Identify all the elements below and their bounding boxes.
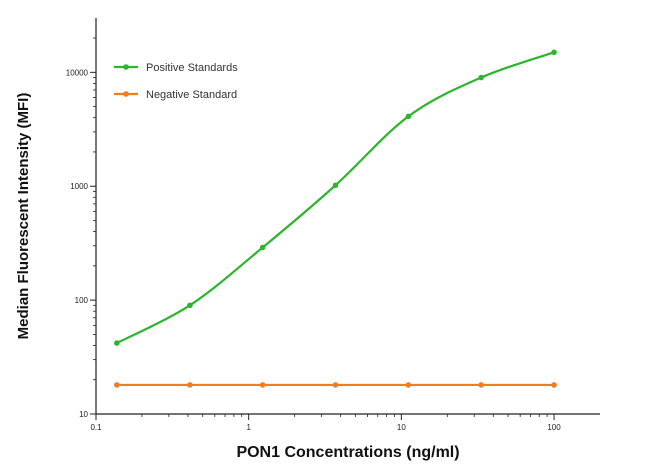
y-tick-label: 10000: [66, 68, 89, 77]
data-point: [114, 340, 120, 346]
data-point: [551, 49, 557, 56]
y-tick-label: 10: [79, 410, 88, 419]
legend: Positive Standards Negative Standard: [114, 62, 238, 101]
x-tick-label: 10: [397, 423, 406, 432]
data-point: [405, 113, 412, 120]
data-point: [259, 382, 266, 388]
data-point: [332, 382, 339, 388]
data-point: [187, 382, 193, 388]
y-tick-label: 1000: [70, 182, 88, 191]
x-tick-label: 1: [246, 423, 251, 432]
legend-label: Negative Standard: [146, 89, 237, 101]
legend-item: Positive Standards: [114, 62, 238, 74]
data-point: [187, 302, 193, 309]
data-point: [478, 382, 484, 388]
data-point: [332, 182, 339, 189]
legend-label: Positive Standards: [146, 62, 238, 74]
data-point: [405, 382, 412, 388]
data-point: [114, 382, 120, 388]
data-point: [259, 244, 266, 251]
legend-swatch-marker: [123, 91, 129, 97]
ticks-group: 0.1 1 10 100 10 100 1000 10000: [66, 37, 561, 432]
data-point: [551, 382, 557, 388]
y-tick-label: 100: [75, 296, 89, 305]
series-negative-standard: [114, 382, 557, 388]
x-axis-title: PON1 Concentrations (ng/ml): [236, 444, 459, 461]
legend-swatch-marker: [123, 64, 129, 70]
series-layer: [114, 49, 557, 388]
legend-item: Negative Standard: [114, 89, 237, 101]
y-axis-title: Median Fluorescent Intensity (MFI): [15, 93, 32, 340]
series-positive-standards: [114, 49, 557, 346]
data-point: [478, 74, 484, 81]
axes-group: [95, 18, 600, 415]
x-tick-label: 0.1: [90, 423, 102, 432]
x-tick-label: 100: [547, 423, 561, 432]
